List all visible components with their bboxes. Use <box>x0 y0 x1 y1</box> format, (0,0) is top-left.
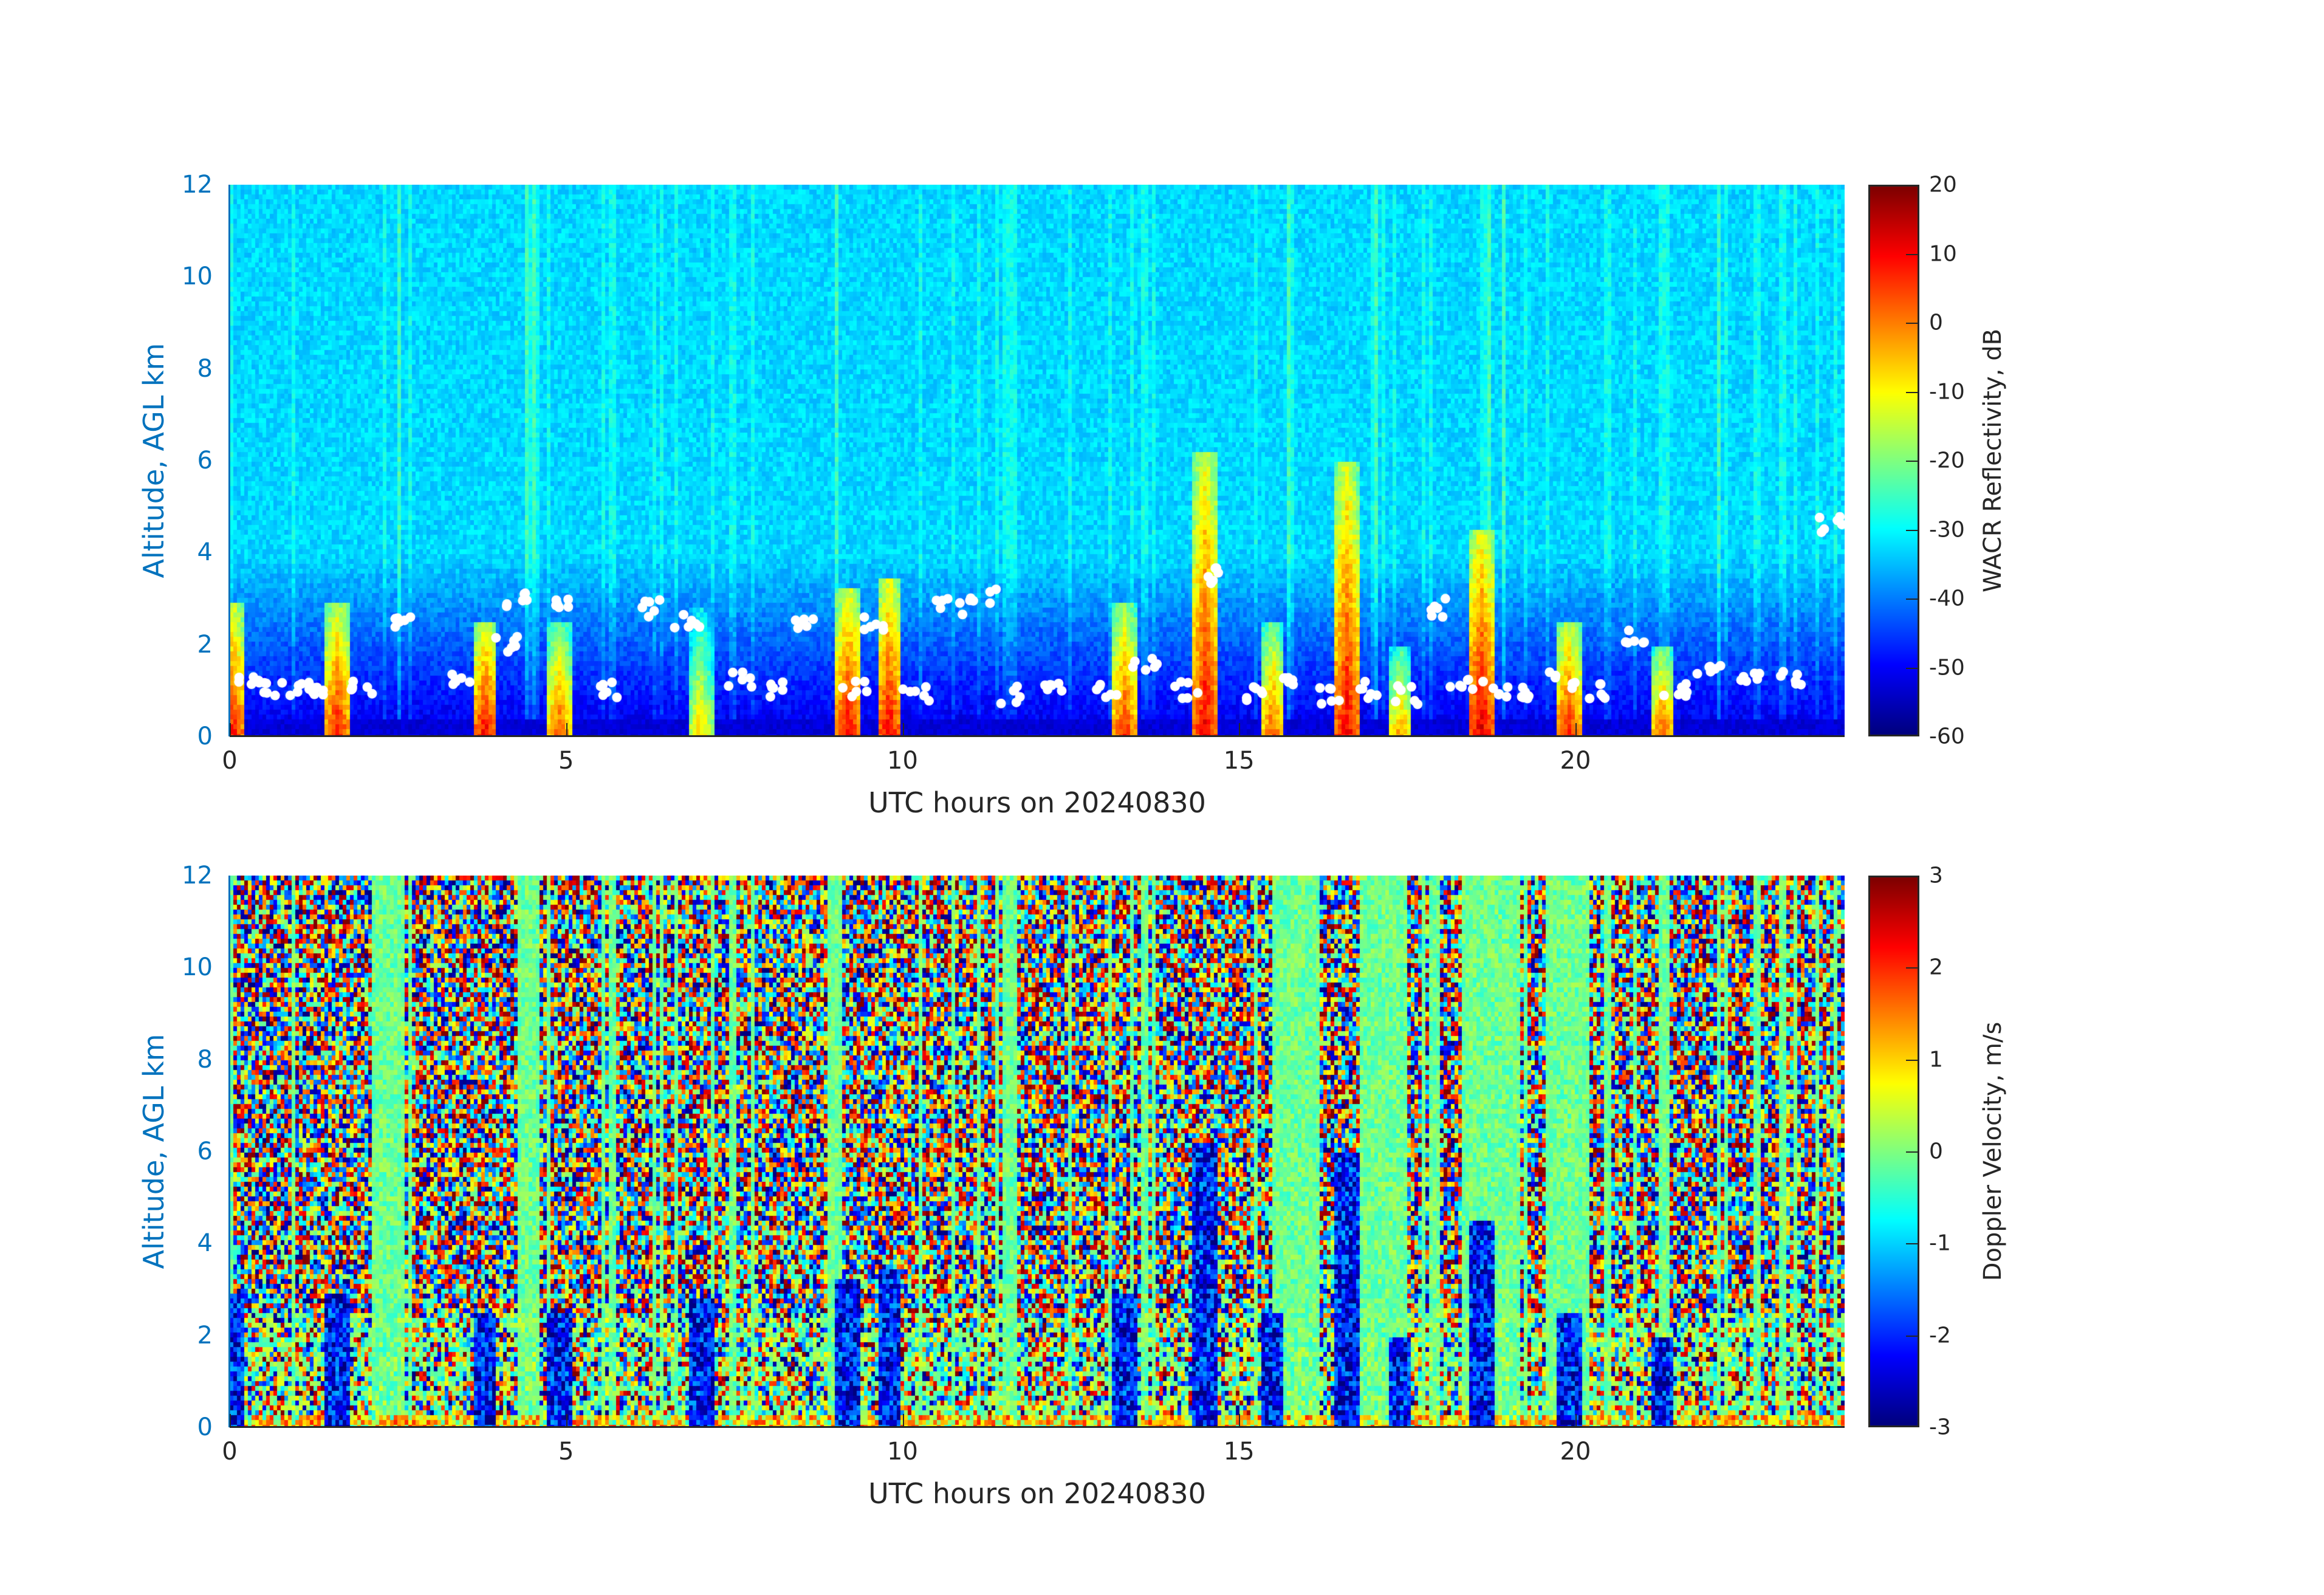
y-tick-label: 0 <box>197 1413 213 1441</box>
colorbar-tick-mark <box>1906 1335 1918 1337</box>
colorbar-tick-label: 2 <box>1929 955 1943 980</box>
x-axis-line <box>230 735 1845 737</box>
x-tick-mark <box>230 723 231 736</box>
x-tick-label: 20 <box>1560 747 1591 775</box>
x-tick-label: 5 <box>558 1438 574 1466</box>
x-axis-line <box>230 1426 1845 1428</box>
y-axis-line <box>228 185 230 736</box>
x-tick-mark <box>566 1414 567 1427</box>
y-tick-label: 6 <box>197 1137 213 1165</box>
y-tick-label: 0 <box>197 722 213 750</box>
colorbar-tick-label: -30 <box>1929 517 1965 542</box>
x-tick-mark <box>1575 723 1577 736</box>
colorbar-tick-mark <box>1906 461 1918 462</box>
x-tick-mark <box>1239 723 1241 736</box>
colorbar-tick-label: -60 <box>1929 724 1965 749</box>
colorbar-tick-label: -3 <box>1929 1415 1951 1440</box>
colorbar-tick-label: -1 <box>1929 1230 1951 1256</box>
colorbar-tick-label: 1 <box>1929 1047 1943 1072</box>
x-tick-mark <box>230 1414 231 1427</box>
colorbar-tick-label: 0 <box>1929 310 1943 335</box>
x-tick-mark <box>902 723 904 736</box>
colorbar-tick-label: 20 <box>1929 172 1957 197</box>
colorbar-tick-mark <box>1906 1243 1918 1245</box>
x-tick-mark <box>566 723 567 736</box>
y-tick-label: 12 <box>182 171 213 199</box>
x-tick-mark <box>1239 1414 1241 1427</box>
colorbar-tick-mark <box>1906 667 1918 669</box>
x-tick-label: 15 <box>1223 1438 1255 1466</box>
colorbar-tick-mark <box>1906 529 1918 531</box>
colorbar-tick-label: 3 <box>1929 863 1943 888</box>
colorbar-tick-mark <box>1906 323 1918 324</box>
colorbar-tick-label: -40 <box>1929 586 1965 611</box>
x-tick-label: 0 <box>222 1438 238 1466</box>
doppler-heatmap <box>230 876 1845 1427</box>
colorbar-tick-mark <box>1906 599 1918 600</box>
reflectivity-axes: Altitude, AGL km UTC hours on 20240830 0… <box>137 171 1845 819</box>
colorbar-tick-label: -10 <box>1929 379 1965 404</box>
colorbar-tick-label: -20 <box>1929 448 1965 473</box>
doppler-panel: Altitude, AGL km UTC hours on 20240830 0… <box>0 0 2324 1510</box>
colorbar-tick-label: 10 <box>1929 241 1957 266</box>
colorbar-tick-label: -2 <box>1929 1323 1951 1348</box>
x-axis-label: UTC hours on 20240830 <box>868 1477 1206 1510</box>
x-tick-mark <box>902 1414 904 1427</box>
y-axis-line <box>228 876 230 1427</box>
y-tick-label: 6 <box>197 447 213 475</box>
x-tick-mark <box>1575 1414 1577 1427</box>
y-tick-label: 8 <box>197 1045 213 1074</box>
x-axis-label: UTC hours on 20240830 <box>868 786 1206 819</box>
y-tick-label: 4 <box>197 1229 213 1258</box>
reflectivity-panel: Altitude, AGL km UTC hours on 20240830 0… <box>0 0 2324 819</box>
doppler-axes: Altitude, AGL km UTC hours on 20240830 0… <box>137 862 1845 1510</box>
x-tick-label: 5 <box>558 747 574 775</box>
colorbar-tick-label: 0 <box>1929 1139 1943 1164</box>
y-tick-label: 10 <box>182 953 213 982</box>
x-tick-label: 0 <box>222 747 238 775</box>
x-tick-label: 10 <box>887 747 918 775</box>
colorbar-tick-mark <box>1906 967 1918 969</box>
y-tick-label: 8 <box>197 354 213 383</box>
x-tick-label: 20 <box>1560 1438 1591 1466</box>
colorbar-tick-mark <box>1906 1059 1918 1061</box>
x-tick-label: 10 <box>887 1438 918 1466</box>
colorbar-tick-mark <box>1906 253 1918 255</box>
y-tick-label: 2 <box>197 630 213 659</box>
reflectivity-heatmap <box>230 185 1845 736</box>
colorbar-tick-mark <box>1906 391 1918 393</box>
y-tick-label: 12 <box>182 862 213 890</box>
x-tick-label: 15 <box>1223 747 1255 775</box>
y-tick-label: 10 <box>182 262 213 291</box>
colorbar-tick-label: -50 <box>1929 655 1965 680</box>
colorbar-label: Doppler Velocity, m/s <box>1979 1021 2007 1281</box>
colorbar-tick-mark <box>1906 1151 1918 1153</box>
y-tick-label: 2 <box>197 1321 213 1350</box>
y-axis-label: Altitude, AGL km <box>137 1034 170 1269</box>
y-tick-label: 4 <box>197 538 213 567</box>
